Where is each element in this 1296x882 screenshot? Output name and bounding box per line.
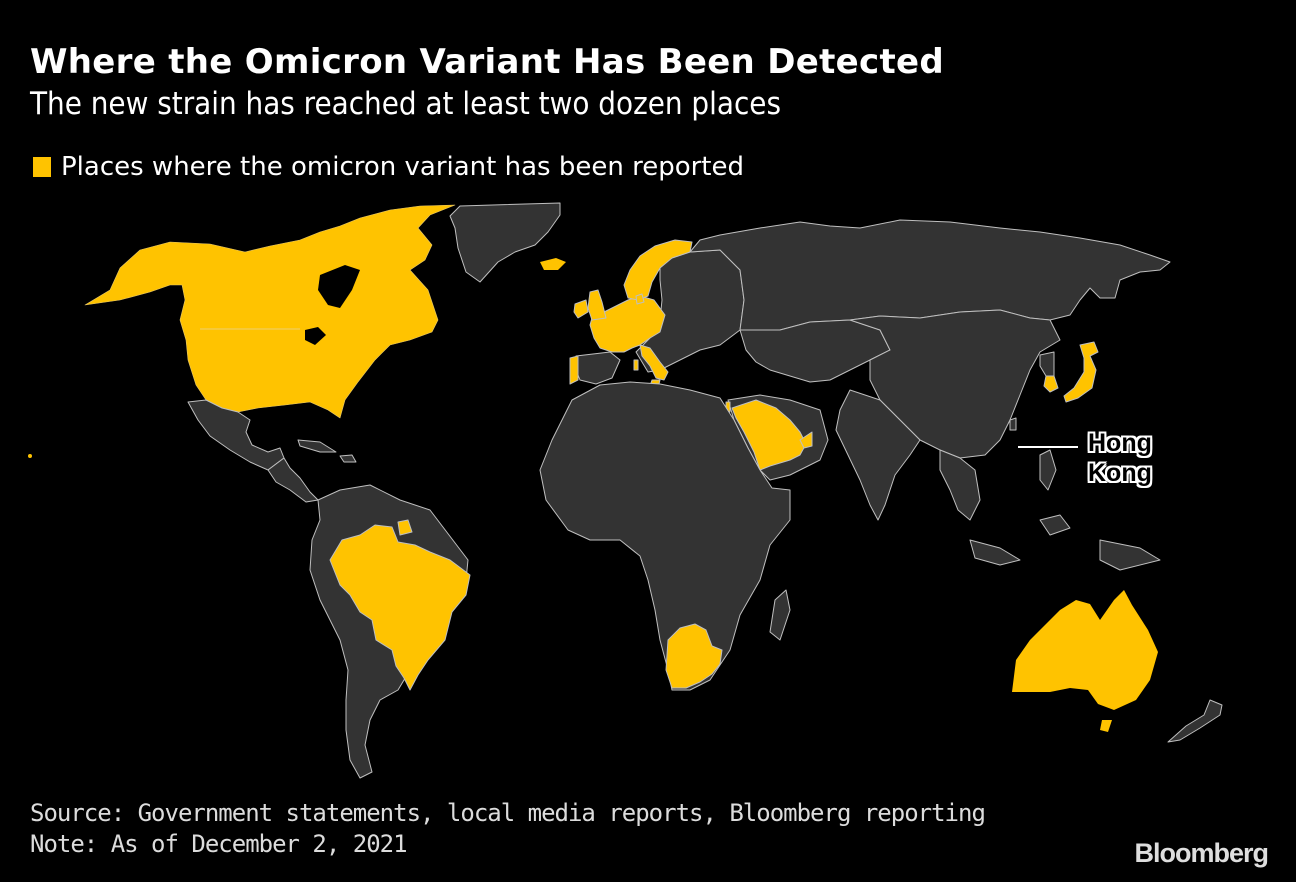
region-china — [849, 309, 1061, 459]
annotation-line-2: Kong — [1088, 459, 1152, 487]
region-india — [835, 389, 921, 521]
legend: Places where the omicron variant has bee… — [33, 152, 744, 182]
legend-label: Places where the omicron variant has bee… — [61, 152, 744, 182]
region-central-asia — [739, 319, 891, 383]
footer: Source: Government statements, local med… — [30, 798, 986, 860]
bloomberg-logo: Bloomberg — [1134, 838, 1269, 868]
region-brazil — [329, 524, 471, 691]
region-portugal — [569, 355, 579, 385]
hong-kong-annotation: Hong Kong — [1088, 428, 1152, 488]
region-tasmania — [1100, 720, 1112, 732]
region-ireland — [573, 299, 589, 319]
region-russia — [689, 219, 1171, 333]
chart-title: Where the Omicron Variant Has Been Detec… — [30, 42, 944, 82]
region-spain — [575, 351, 621, 385]
region-se-asia — [939, 449, 981, 521]
region-australia — [1012, 590, 1158, 710]
region-saudi-arabia — [731, 399, 807, 471]
region-italy — [639, 344, 669, 381]
region-hawaii — [28, 454, 32, 458]
region-canada-usa — [84, 204, 456, 419]
chart-subtitle: The new strain has reached at least two … — [30, 86, 781, 122]
world-map — [28, 202, 1223, 779]
region-uae — [799, 431, 813, 449]
region-greenland — [449, 202, 561, 283]
region-central-america — [267, 457, 319, 503]
region-south-korea — [1043, 375, 1059, 393]
region-africa — [539, 381, 791, 691]
source-note: Source: Government statements, local med… — [30, 799, 986, 827]
region-iceland — [540, 258, 566, 270]
annotation-line-1: Hong — [1088, 429, 1152, 457]
region-mexico — [187, 399, 285, 471]
region-uk — [587, 289, 607, 321]
legend-swatch-reported — [33, 157, 51, 177]
date-note: Note: As of December 2, 2021 — [30, 830, 408, 858]
region-french-guiana — [397, 519, 413, 536]
region-denmark — [635, 293, 645, 305]
region-japan — [1063, 341, 1099, 403]
hong-kong-leader-line — [1018, 446, 1078, 448]
region-south-africa-botswana — [665, 623, 723, 689]
region-new-zealand — [1167, 699, 1223, 743]
